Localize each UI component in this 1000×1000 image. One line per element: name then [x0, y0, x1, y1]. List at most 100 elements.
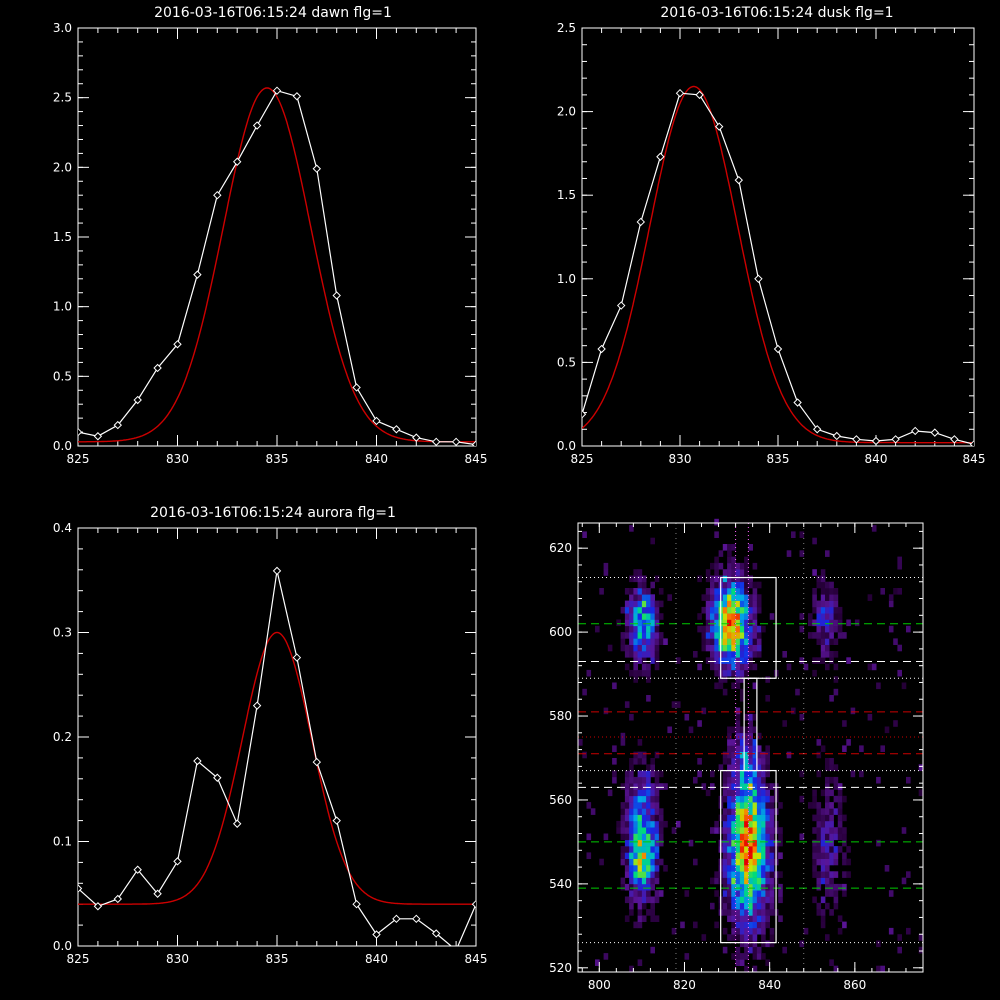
heatmap-cell	[842, 795, 847, 803]
heatmap-y-tick-label: 560	[549, 793, 572, 807]
heatmap-cell	[705, 638, 711, 645]
heatmap-cell	[846, 858, 851, 866]
dusk-data-point	[636, 217, 646, 227]
heatmap-cell	[744, 644, 749, 652]
dawn-x-tick-label: 840	[365, 452, 388, 466]
dusk-data-point	[582, 410, 587, 419]
heatmap-cell	[820, 915, 826, 922]
heatmap-cell	[727, 726, 732, 734]
heatmap-cell	[641, 625, 647, 633]
heatmap-cell	[825, 783, 830, 790]
heatmap-cell	[722, 581, 728, 589]
heatmap-cell	[825, 600, 830, 608]
heatmap-cell	[727, 902, 732, 910]
heatmap-cell	[727, 588, 732, 595]
heatmap-cell	[744, 795, 749, 803]
heatmap-cell	[739, 883, 745, 891]
heatmap-cell	[731, 896, 736, 904]
heatmap-cell	[816, 751, 822, 759]
heatmap-cell	[748, 758, 753, 765]
heatmap-cell	[756, 651, 762, 658]
heatmap-cell	[658, 808, 664, 815]
heatmap-cell	[727, 663, 732, 671]
heatmap-cell	[735, 927, 741, 935]
heatmap-cell	[722, 600, 728, 608]
heatmap-cell	[714, 921, 719, 929]
dawn-data-point	[78, 427, 83, 437]
dusk-data-point	[891, 435, 900, 444]
heatmap-cell	[897, 934, 902, 941]
heatmap-cell	[752, 846, 758, 853]
heatmap-cell	[739, 953, 745, 960]
heatmap-cell	[829, 594, 834, 601]
heatmap-cell	[756, 902, 762, 910]
heatmap-cell	[658, 890, 664, 897]
heatmap-cell	[727, 783, 732, 790]
heatmap-cell	[688, 726, 694, 734]
heatmap-cell	[778, 839, 783, 847]
heatmap-cell	[816, 852, 822, 859]
heatmap-cell	[739, 927, 745, 935]
heatmap-cell	[748, 789, 753, 797]
heatmap-cell	[761, 783, 766, 790]
heatmap-cell	[825, 776, 830, 784]
heatmap-cell	[871, 525, 877, 532]
heatmap-cell	[710, 606, 715, 614]
heatmap-cell	[748, 726, 753, 734]
heatmap-cell	[633, 789, 638, 797]
heatmap-y-tick-label: 580	[549, 709, 572, 723]
heatmap-cell	[650, 638, 655, 645]
heatmap-cell	[727, 657, 732, 664]
heatmap-cell	[646, 909, 651, 916]
heatmap-cell	[735, 663, 741, 671]
heatmap-cell	[705, 657, 711, 664]
heatmap-cell	[710, 575, 715, 583]
heatmap-cell	[654, 814, 660, 822]
heatmap-cell	[620, 827, 626, 834]
heatmap-cell	[637, 896, 643, 904]
heatmap-cell	[799, 657, 805, 664]
heatmap-cell	[820, 632, 826, 639]
heatmap-cell	[816, 581, 822, 589]
heatmap-cell	[582, 531, 587, 538]
aurora-data-point	[133, 865, 142, 874]
heatmap-cell	[641, 619, 647, 627]
heatmap-cell	[744, 909, 749, 916]
heatmap-cell	[820, 846, 826, 853]
heatmap-cell	[641, 833, 647, 841]
heatmap-cell	[731, 915, 736, 922]
heatmap-cell	[752, 783, 758, 790]
heatmap-cell	[624, 808, 630, 815]
heatmap-cell	[833, 858, 839, 866]
heatmap-cell	[650, 946, 655, 954]
heatmap-cell	[629, 839, 634, 847]
heatmap-cell	[705, 588, 711, 595]
heatmap-cell	[629, 525, 634, 532]
heatmap-cell	[748, 600, 753, 608]
heatmap-cell	[888, 927, 894, 935]
heatmap-cell	[820, 896, 826, 904]
heatmap-cell	[637, 600, 643, 608]
heatmap-cell	[624, 663, 630, 671]
heatmap-cell	[714, 651, 719, 658]
heatmap-cell	[637, 606, 643, 614]
heatmap-cell	[731, 846, 736, 853]
heatmap-cell	[829, 814, 834, 822]
heatmap-cell	[646, 783, 651, 790]
heatmap-y-tick-label: 600	[549, 625, 572, 639]
dawn-data-point	[292, 92, 302, 101]
heatmap-cell	[629, 651, 634, 658]
heatmap-cell	[756, 732, 762, 740]
heatmap-cell	[735, 751, 741, 759]
heatmap-cell	[880, 965, 885, 973]
heatmap-cell	[829, 820, 834, 828]
heatmap-cell	[752, 613, 758, 620]
heatmap-cell	[752, 802, 758, 809]
heatmap-cell	[744, 619, 749, 627]
heatmap-cell	[833, 833, 839, 841]
heatmap-cell	[765, 833, 770, 841]
heatmap-cell	[761, 839, 766, 847]
heatmap-cell	[756, 770, 762, 778]
heatmap-cell	[646, 600, 651, 608]
heatmap-cell	[769, 827, 775, 834]
